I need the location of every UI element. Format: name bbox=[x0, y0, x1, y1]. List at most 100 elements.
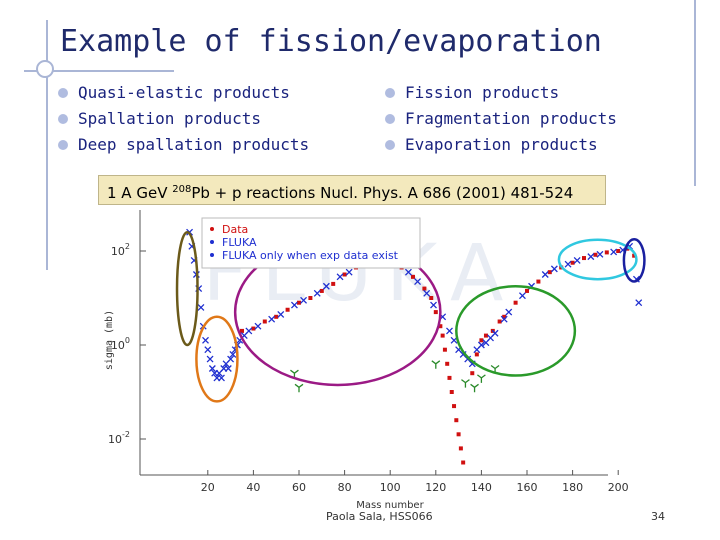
bullet-dot-icon bbox=[58, 114, 68, 124]
data-point-square bbox=[285, 307, 290, 312]
legend-label: FLUKA bbox=[222, 236, 257, 249]
bullet-text: Quasi-elastic products bbox=[78, 83, 290, 102]
data-point-square bbox=[331, 281, 336, 286]
data-point-square bbox=[474, 352, 479, 357]
x-tick-label: 140 bbox=[471, 481, 492, 494]
data-point-y-marker bbox=[431, 360, 441, 369]
x-tick-label: 200 bbox=[608, 481, 629, 494]
data-point-square bbox=[274, 314, 279, 319]
data-point-cross bbox=[404, 268, 412, 276]
y-tick-label: 10-2 bbox=[108, 430, 130, 446]
annotation-ellipse bbox=[195, 315, 239, 403]
data-point-cross bbox=[336, 273, 344, 281]
data-point-square bbox=[422, 286, 427, 291]
data-point-cross bbox=[610, 248, 618, 256]
reference-suffix: Pb + p reactions Nucl. Phys. A 686 (2001… bbox=[191, 184, 574, 202]
data-point-square bbox=[525, 288, 529, 293]
data-point-square bbox=[454, 418, 459, 423]
bullet-list-left: Quasi-elastic products Spallation produc… bbox=[58, 80, 309, 158]
data-point-cross bbox=[430, 301, 437, 309]
legend-marker bbox=[210, 227, 214, 231]
data-point-square bbox=[461, 460, 466, 465]
bullet-text: Deep spallation products bbox=[78, 135, 310, 154]
data-point-cross bbox=[218, 374, 225, 382]
data-point-square bbox=[429, 296, 434, 300]
data-point-square bbox=[308, 296, 313, 300]
data-point-y-marker bbox=[470, 383, 479, 393]
data-point-cross bbox=[290, 301, 298, 309]
data-point-square bbox=[593, 252, 598, 257]
data-point-square bbox=[262, 319, 267, 324]
data-point-square bbox=[570, 260, 575, 265]
data-point-square bbox=[240, 328, 244, 333]
data-point-square bbox=[479, 338, 484, 343]
decor-circle-icon bbox=[36, 60, 54, 78]
reference-box: 1 A GeV 208Pb + p reactions Nucl. Phys. … bbox=[98, 175, 606, 205]
footer-author: Paola Sala, HSS066 bbox=[326, 510, 433, 523]
data-point-cross bbox=[206, 355, 214, 363]
data-point-square bbox=[502, 314, 507, 319]
data-point-cross bbox=[204, 346, 212, 354]
slide-title: Example of fission/evaporation bbox=[60, 24, 602, 59]
data-point-cross bbox=[505, 308, 513, 316]
bullet-dot-icon bbox=[385, 114, 395, 124]
legend-label: Data bbox=[222, 223, 248, 236]
data-point-cross bbox=[254, 322, 262, 330]
data-point-cross bbox=[245, 327, 253, 335]
data-point-square bbox=[632, 253, 637, 258]
data-point-square bbox=[616, 249, 621, 253]
data-point-cross bbox=[268, 315, 276, 323]
x-tick-label: 60 bbox=[292, 481, 306, 494]
data-point-cross bbox=[423, 289, 431, 297]
legend-marker bbox=[210, 240, 214, 244]
y-axis-label: sigma (mb) bbox=[104, 310, 115, 370]
y-tick-superscript: -2 bbox=[122, 430, 130, 439]
bullet-dot-icon bbox=[385, 140, 395, 150]
decor-right-line bbox=[694, 0, 696, 186]
data-point-square bbox=[297, 300, 301, 305]
annotation-ellipse bbox=[455, 285, 577, 377]
data-point-square bbox=[547, 270, 552, 275]
data-point-cross bbox=[596, 250, 604, 258]
data-point-cross bbox=[414, 278, 422, 286]
data-point-square bbox=[445, 361, 450, 366]
data-point-cross bbox=[635, 299, 643, 307]
legend-label: FLUKA only when exp data exist bbox=[222, 249, 399, 262]
annotation-ellipse bbox=[622, 238, 646, 283]
data-point-y-marker bbox=[294, 383, 304, 393]
data-point-square bbox=[440, 333, 445, 338]
bullet-text: Fragmentation products bbox=[405, 109, 617, 128]
data-point-cross bbox=[229, 350, 237, 358]
x-tick-label: 80 bbox=[338, 481, 352, 494]
data-point-cross bbox=[227, 355, 235, 363]
data-point-cross bbox=[345, 268, 353, 276]
data-point-square bbox=[449, 390, 454, 394]
data-point-square bbox=[497, 319, 502, 324]
data-point-square bbox=[604, 250, 609, 255]
data-point-cross bbox=[573, 256, 581, 264]
data-point-cross bbox=[446, 327, 453, 335]
data-point-square bbox=[442, 347, 447, 352]
legend-marker bbox=[210, 253, 214, 257]
data-point-square bbox=[458, 446, 463, 451]
data-point-y-marker bbox=[461, 379, 470, 388]
bullet-text: Spallation products bbox=[78, 109, 262, 128]
data-point-cross bbox=[541, 271, 549, 278]
x-axis-label: Mass number bbox=[356, 500, 424, 511]
data-point-square bbox=[319, 288, 324, 293]
annotation-ellipse bbox=[557, 238, 638, 281]
data-point-square bbox=[452, 404, 457, 409]
data-point-square bbox=[536, 279, 541, 284]
reference-superscript: 208 bbox=[172, 184, 192, 195]
decor-horizontal-line bbox=[24, 70, 174, 72]
data-point-square bbox=[433, 310, 438, 315]
data-point-square bbox=[483, 333, 488, 338]
bullet-item: Quasi-elastic products bbox=[58, 80, 309, 106]
bullet-dot-icon bbox=[385, 88, 395, 98]
data-point-cross bbox=[313, 289, 321, 297]
y-tick-superscript: 2 bbox=[125, 242, 130, 251]
data-point-cross bbox=[587, 253, 595, 261]
data-point-cross bbox=[550, 265, 558, 273]
data-point-cross bbox=[477, 341, 485, 349]
